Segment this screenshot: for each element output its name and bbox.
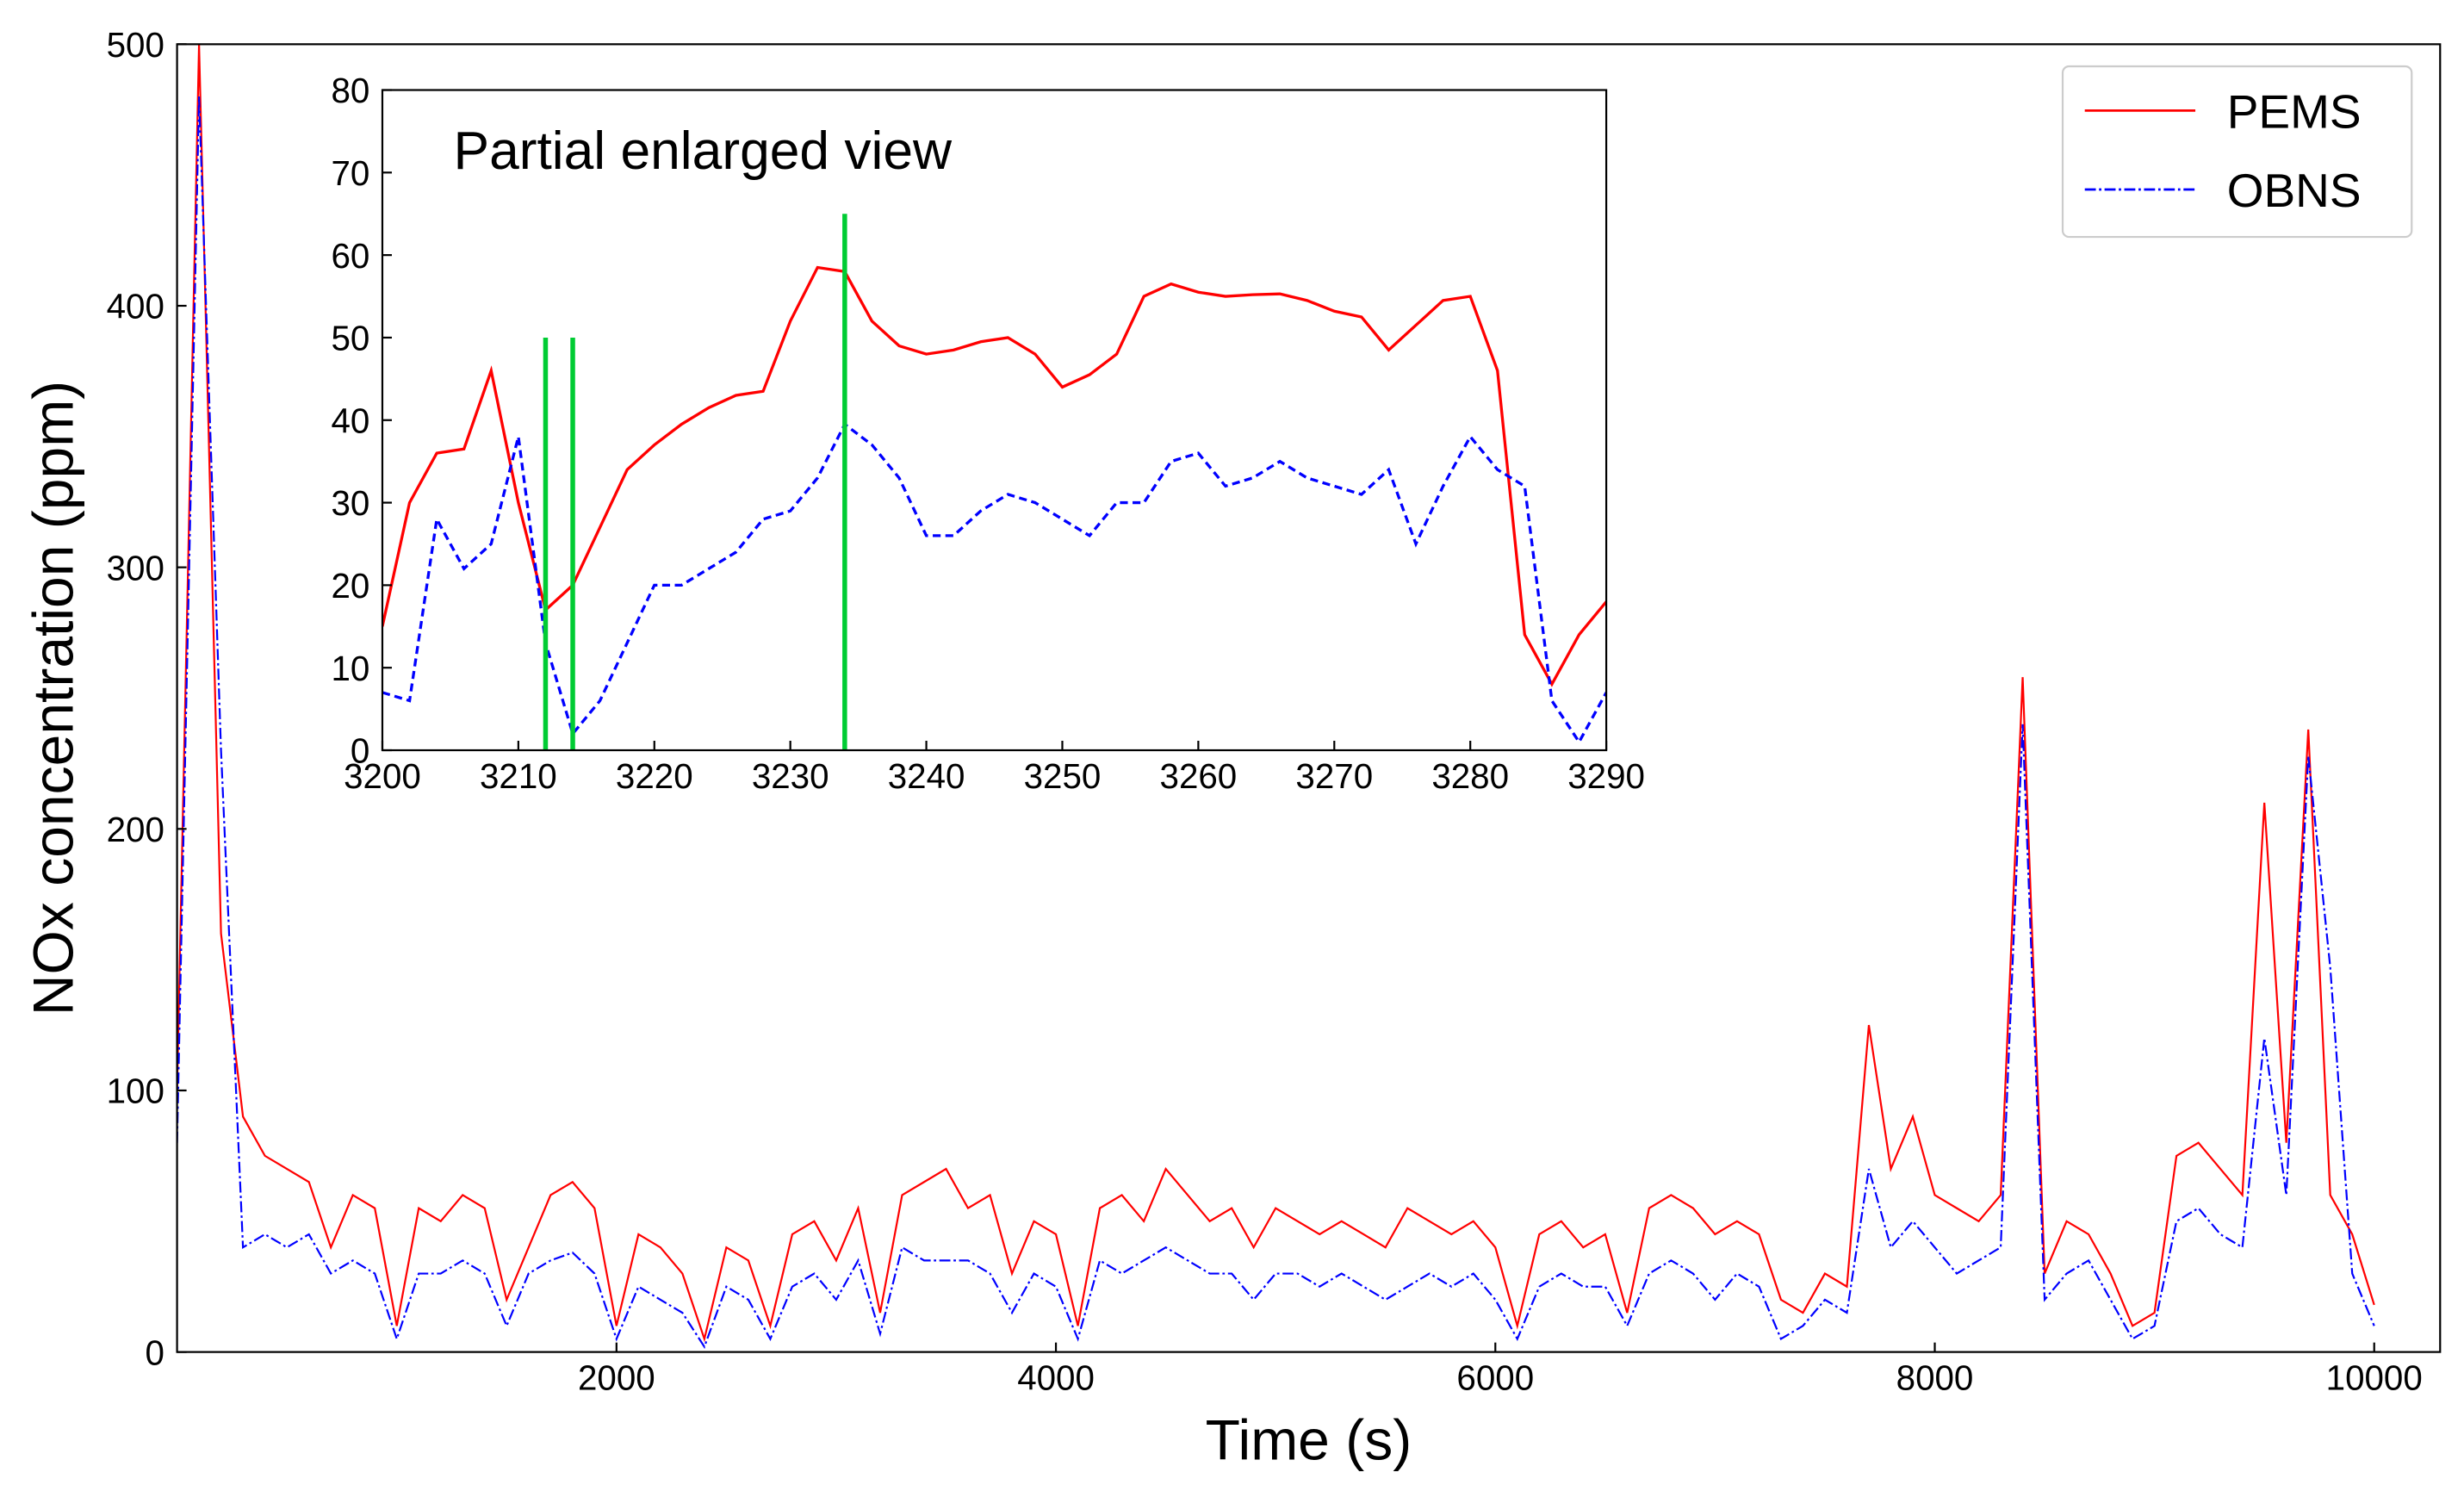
axes: 3200 3210 3220 3230 3240 3250 3260 3270 3280 3290…: [331, 71, 1644, 796]
x-tick-label: 3220: [616, 756, 693, 796]
y-tick-label: 20: [331, 566, 369, 606]
series-line: [177, 96, 2375, 1350]
x-tick-label: 4000: [1017, 1358, 1095, 1398]
x-tick-label: 2000: [578, 1358, 655, 1398]
plot-area: [382, 90, 1607, 751]
legend-label: OBNS: [2227, 164, 2362, 217]
x-tick-label: 3250: [1024, 756, 1102, 796]
x-tick-label: 3200: [344, 756, 421, 796]
y-tick-label: 60: [331, 236, 369, 276]
y-tick-label: 30: [331, 483, 369, 523]
y-tick-label: 80: [331, 71, 369, 110]
legend-label: PEMS: [2227, 85, 2362, 139]
x-tick-label: 3290: [1567, 756, 1645, 796]
series-line: [177, 44, 2375, 1343]
x-tick-label: 3240: [888, 756, 965, 796]
legend-box: [2061, 65, 2413, 239]
y-tick-label: 400: [107, 287, 164, 326]
series-line: [382, 422, 1607, 745]
y-tick-label: 70: [331, 153, 369, 193]
y-tick-label: 40: [331, 401, 369, 440]
x-tick-label: 8000: [1896, 1358, 1974, 1398]
y-tick-label: 500: [107, 25, 164, 65]
x-tick-label: 6000: [1456, 1358, 1534, 1398]
x-tick-label: 10000: [2326, 1358, 2423, 1398]
x-tick-label: 3230: [752, 756, 829, 796]
y-tick-label: 50: [331, 319, 369, 358]
y-tick-label: 0: [351, 731, 369, 771]
inset-title: Partial enlarged view: [453, 121, 953, 181]
x-tick-label: 3280: [1431, 756, 1509, 796]
y-tick-label: 0: [145, 1333, 164, 1372]
y-tick-label: 100: [107, 1072, 164, 1111]
y-tick-label: 300: [107, 548, 164, 587]
series-line: [382, 265, 1607, 687]
x-tick-label: 3260: [1160, 756, 1238, 796]
y-axis-label: NOx concentration (ppm): [22, 381, 85, 1016]
y-tick-label: 10: [331, 649, 369, 688]
axes-frame: [176, 43, 2442, 1353]
y-tick-label: 200: [107, 810, 164, 849]
x-tick-label: 3210: [480, 756, 557, 796]
x-tick-label: 3270: [1295, 756, 1373, 796]
x-axis-label: Time (s): [1206, 1407, 1412, 1471]
